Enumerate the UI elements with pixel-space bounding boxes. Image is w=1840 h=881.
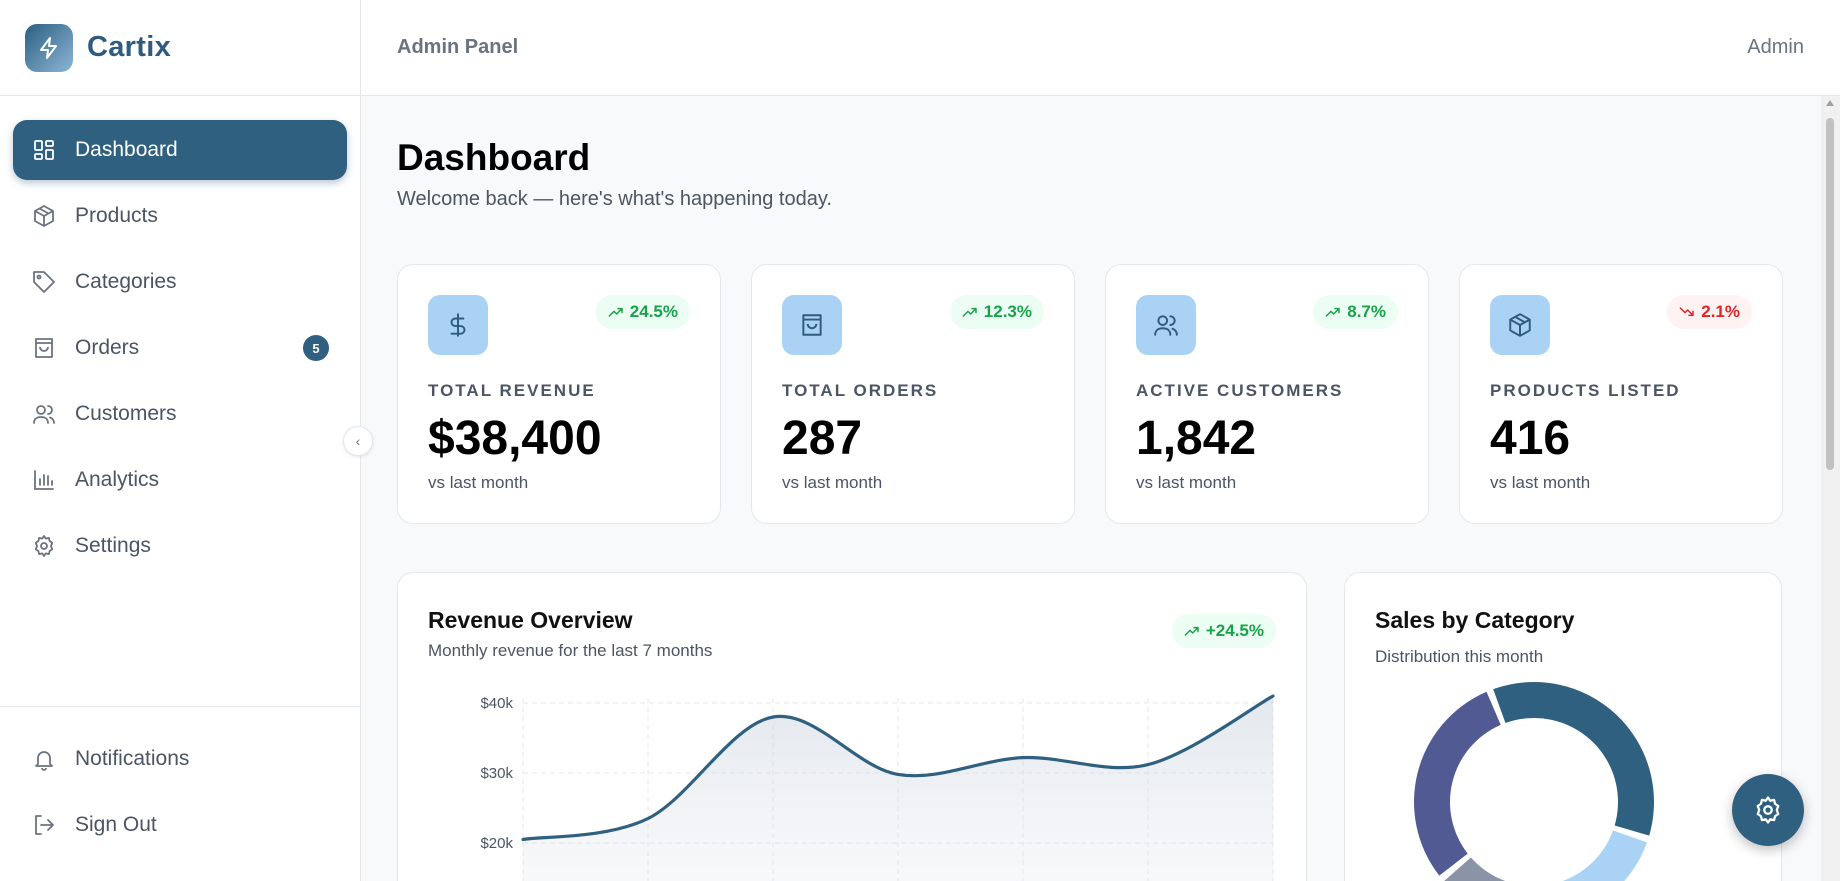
grid-icon [31, 137, 57, 163]
stat-card-orders: 12.3% TOTAL ORDERS 287 vs last month [751, 264, 1075, 524]
sidebar-item-sign-out[interactable]: Sign Out [13, 795, 347, 855]
sidebar-item-label: Dashboard [75, 138, 178, 161]
sidebar-item-categories[interactable]: Categories [13, 252, 347, 312]
main-content: Dashboard Welcome back — here's what's h… [361, 96, 1821, 881]
sidebar: Cartix Dashboard Products Categories Ord… [0, 0, 361, 881]
users-icon [31, 401, 57, 427]
sidebar-item-label: Notifications [75, 747, 190, 770]
sidebar-item-label: Orders [75, 336, 140, 359]
users-icon [1136, 295, 1196, 355]
user-menu[interactable]: Admin [1747, 36, 1804, 58]
sidebar-item-dashboard[interactable]: Dashboard [13, 120, 347, 180]
sidebar-collapse-button[interactable]: ‹ [343, 426, 373, 456]
donut-slice [1414, 691, 1501, 876]
sidebar-item-label: Customers [75, 402, 177, 425]
orders-count-badge: 5 [303, 335, 329, 361]
revenue-series-line [521, 694, 1275, 842]
stat-note: vs last month [1490, 473, 1591, 492]
shopping-bag-icon [31, 335, 57, 361]
revenue-overview-panel: Revenue Overview Monthly revenue for the… [397, 572, 1307, 881]
trend-badge: 12.3% [949, 295, 1044, 329]
stat-label: TOTAL REVENUE [428, 381, 596, 400]
sidebar-footer: Notifications Sign Out [0, 706, 360, 861]
revenue-area-fill [523, 696, 1273, 881]
bar-chart-icon [31, 467, 57, 493]
panel-subtitle: Distribution this month [1375, 647, 1544, 666]
page-title: Dashboard [397, 137, 591, 178]
stat-note: vs last month [1136, 473, 1237, 492]
sidebar-item-label: Sign Out [75, 813, 157, 836]
trend-badge: 2.1% [1667, 295, 1752, 329]
revenue-line-chart: $40k $30k $20k [480, 694, 1275, 881]
topbar: Admin Panel Admin [361, 0, 1840, 96]
sidebar-item-products[interactable]: Products [13, 186, 347, 246]
box-icon [1490, 295, 1550, 355]
stat-card-revenue: 24.5% TOTAL REVENUE $38,400 vs last mont… [397, 264, 721, 524]
sidebar-item-label: Analytics [75, 468, 160, 491]
sidebar-item-label: Categories [75, 270, 177, 293]
category-donut-chart [1414, 682, 1654, 881]
sidebar-nav: Dashboard Products Categories Orders 5 [0, 96, 360, 576]
y-tick-label: $40k [480, 695, 513, 712]
donut-slice [1493, 682, 1654, 836]
scroll-up-arrow[interactable] [1826, 100, 1834, 106]
box-icon [31, 203, 57, 229]
stat-value: 287 [782, 412, 863, 465]
stat-label: ACTIVE CUSTOMERS [1136, 381, 1344, 400]
sign-out-icon [31, 812, 57, 838]
sidebar-item-customers[interactable]: Customers [13, 384, 347, 444]
gear-icon [31, 533, 57, 559]
scrollbar-thumb[interactable] [1826, 118, 1834, 470]
chevron-left-icon: ‹ [355, 433, 361, 449]
main-scrollbar[interactable] [1821, 96, 1840, 881]
tag-icon [31, 269, 57, 295]
panel-title: Revenue Overview [428, 607, 633, 633]
stat-label: TOTAL ORDERS [782, 381, 939, 400]
topbar-title: Admin Panel [397, 36, 519, 58]
stat-value: 1,842 [1136, 412, 1257, 465]
sales-by-category-panel: Sales by Category Distribution this mont… [1344, 572, 1782, 881]
stat-value: 416 [1490, 412, 1571, 465]
panel-title: Sales by Category [1375, 607, 1575, 633]
trend-badge: 8.7% [1313, 295, 1398, 329]
sidebar-item-analytics[interactable]: Analytics [13, 450, 347, 510]
y-tick-label: $30k [480, 765, 513, 782]
trend-up-icon [1325, 307, 1340, 317]
page-subtitle: Welcome back — here's what's happening t… [397, 188, 832, 210]
trend-up-icon [1184, 626, 1199, 636]
sidebar-item-settings[interactable]: Settings [13, 516, 347, 576]
gear-icon [1756, 796, 1780, 824]
sidebar-item-orders[interactable]: Orders 5 [13, 318, 347, 378]
stat-card-products: 2.1% PRODUCTS LISTED 416 vs last month [1459, 264, 1783, 524]
trend-badge: 24.5% [595, 295, 690, 329]
trend-up-icon [962, 307, 977, 317]
stat-note: vs last month [428, 473, 529, 492]
stat-note: vs last month [782, 473, 883, 492]
trend-down-icon [1679, 307, 1694, 317]
y-tick-label: $20k [480, 835, 513, 852]
panel-subtitle: Monthly revenue for the last 7 months [428, 641, 713, 660]
bell-icon [31, 746, 57, 772]
donut-slice [1444, 857, 1506, 881]
stat-label: PRODUCTS LISTED [1490, 381, 1681, 400]
stat-card-customers: 8.7% ACTIVE CUSTOMERS 1,842 vs last mont… [1105, 264, 1429, 524]
trend-up-icon [608, 307, 623, 317]
settings-fab-button[interactable] [1732, 774, 1804, 846]
brand[interactable]: Cartix [0, 0, 360, 96]
dollar-icon [428, 295, 488, 355]
sidebar-item-notifications[interactable]: Notifications [13, 729, 347, 789]
sidebar-item-label: Settings [75, 534, 151, 557]
donut-slice [1562, 830, 1647, 881]
lightning-icon [25, 23, 73, 72]
sidebar-item-label: Products [75, 204, 158, 227]
shopping-bag-icon [782, 295, 842, 355]
brand-name: Cartix [87, 31, 171, 63]
stat-value: $38,400 [428, 412, 602, 465]
revenue-trend-badge: +24.5% [1171, 614, 1276, 648]
